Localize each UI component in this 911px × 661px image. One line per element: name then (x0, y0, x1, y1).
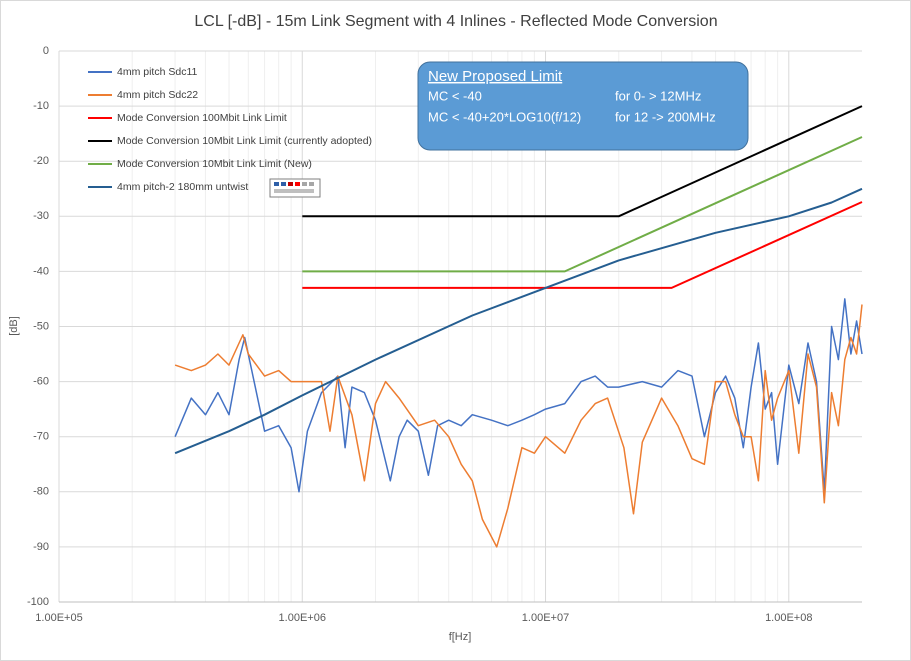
y-axis-title: [dB] (8, 316, 20, 336)
legend-label: 4mm pitch Sdc11 (117, 66, 197, 78)
series-line (174, 187, 863, 455)
y-tick-label: -20 (33, 155, 49, 167)
y-tick-label: -60 (33, 376, 49, 388)
annotation-text: for 12 -> 200MHz (615, 109, 716, 124)
y-tick-label: -80 (33, 486, 49, 498)
legend-label: Mode Conversion 10Mbit Link Limit (New) (117, 158, 312, 170)
legend-label: Mode Conversion 100Mbit Link Limit (117, 112, 287, 124)
series-line (174, 298, 863, 493)
y-tick-label: 0 (43, 45, 49, 57)
annotation-text: MC < -40 (428, 88, 482, 103)
x-tick-label: 1.00E+08 (765, 612, 812, 624)
series-line (174, 304, 863, 548)
x-tick-label: 1.00E+06 (279, 612, 326, 624)
lines (174, 105, 863, 548)
annotation: New Proposed Limit MC < -40 for 0- > 12M… (417, 61, 749, 151)
annotation-box (417, 61, 749, 151)
x-tick-label: 1.00E+07 (522, 612, 569, 624)
legend-label: 4mm pitch Sdc22 (117, 89, 198, 101)
y-tick-label: -100 (27, 596, 49, 608)
series-line (302, 105, 863, 218)
x-tick-label: 1.00E+05 (35, 612, 82, 624)
series-line (302, 201, 863, 289)
legend: 4mm pitch Sdc11 4mm pitch Sdc22 Mode Conve… (88, 66, 372, 193)
chart-title: LCL [-dB] - 15m Link Segment with 4 Inli… (194, 13, 717, 30)
y-tick-label: -40 (33, 265, 49, 277)
y-tick-label: -70 (33, 431, 49, 443)
legend-label: Mode Conversion 10Mbit Link Limit (curre… (117, 135, 372, 147)
y-tick-label: -90 (33, 541, 49, 553)
x-axis-title: f[Hz] (449, 631, 472, 643)
annotation-text: MC < -40+20*LOG10(f/12) (428, 109, 581, 124)
legend-label: 4mm pitch-2 180mm untwist (117, 181, 248, 193)
y-tick-label: -50 (33, 320, 49, 332)
annotation-text: for 0- > 12MHz (615, 88, 701, 103)
series-line (302, 136, 863, 273)
y-tick-label: -10 (33, 100, 49, 112)
y-tick-label: -30 (33, 210, 49, 222)
legend-icon (269, 178, 321, 198)
annotation-title: New Proposed Limit (428, 68, 563, 85)
